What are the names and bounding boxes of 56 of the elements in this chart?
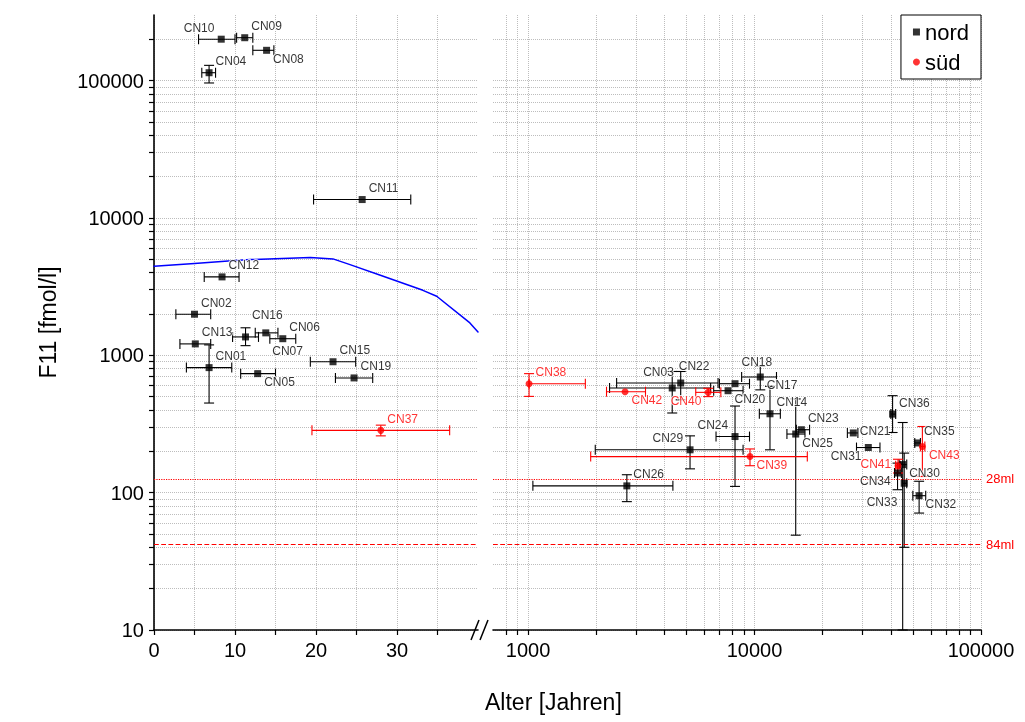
- data-label: CN31: [830, 449, 862, 464]
- data-label: CN12: [228, 258, 260, 273]
- data-label: CN09: [251, 19, 283, 34]
- y-tick-label: 10: [121, 619, 144, 641]
- data-label: CN26: [633, 467, 665, 482]
- data-label: CN16: [252, 308, 284, 323]
- data-label: CN01: [215, 349, 247, 364]
- legend-label: süd: [924, 49, 961, 75]
- y-axis-title: F11 [fmol/l]: [34, 266, 61, 379]
- x-tick-label: 100000: [947, 639, 1015, 661]
- data-label: CN41: [860, 457, 892, 472]
- data-label: CN25: [802, 435, 834, 450]
- x-tick-label: 20: [304, 639, 328, 661]
- data-label: CN33: [866, 494, 898, 509]
- data-label: CN05: [264, 375, 296, 390]
- data-label: CN13: [201, 325, 233, 340]
- data-label: CN42: [631, 393, 663, 408]
- data-label: CN24: [697, 418, 729, 433]
- data-label: CN17: [766, 378, 798, 393]
- data-label: CN20: [734, 392, 766, 407]
- x-tick-label: 10: [223, 639, 247, 661]
- data-label: CN18: [741, 355, 773, 370]
- y-tick-label: 100000: [77, 69, 144, 92]
- data-label: CN03: [643, 364, 675, 379]
- y-tick-label: 100: [110, 481, 144, 504]
- legend-label: nord: [924, 19, 970, 45]
- data-label: CN32: [925, 497, 957, 512]
- data-label: CN06: [289, 320, 321, 335]
- data-label: CN35: [923, 424, 955, 439]
- data-label: CN37: [387, 411, 419, 426]
- data-label: CN15: [339, 343, 371, 358]
- data-label: CN23: [807, 411, 839, 426]
- data-label: CN39: [756, 458, 788, 473]
- data-label: CN29: [652, 431, 684, 446]
- ref-line-label: 84ml: [986, 536, 1015, 552]
- data-label: CN04: [215, 54, 247, 69]
- y-tick-label: 10000: [88, 206, 144, 229]
- ref-line-label: 28ml: [986, 471, 1015, 487]
- data-label: CN02: [201, 295, 233, 310]
- data-label: CN08: [273, 51, 305, 66]
- data-label: CN36: [899, 395, 931, 410]
- data-label: CN34: [860, 474, 892, 489]
- data-label: CN22: [678, 359, 710, 374]
- x-tick-label: 10000: [726, 639, 783, 661]
- x-tick-label: 0: [148, 639, 160, 661]
- data-label: CN10: [183, 20, 215, 35]
- data-label: CN19: [360, 359, 392, 374]
- data-label: CN11: [368, 181, 399, 196]
- y-tick-label: 1000: [99, 344, 144, 367]
- x-tick-label: 1000: [505, 639, 551, 661]
- data-label: CN07: [272, 344, 304, 359]
- x-axis-title: Alter [Jahren]: [485, 688, 622, 715]
- data-label: CN43: [928, 447, 960, 462]
- data-label: CN38: [535, 365, 567, 380]
- x-tick-label: 30: [385, 639, 409, 661]
- data-label: CN21: [859, 424, 891, 439]
